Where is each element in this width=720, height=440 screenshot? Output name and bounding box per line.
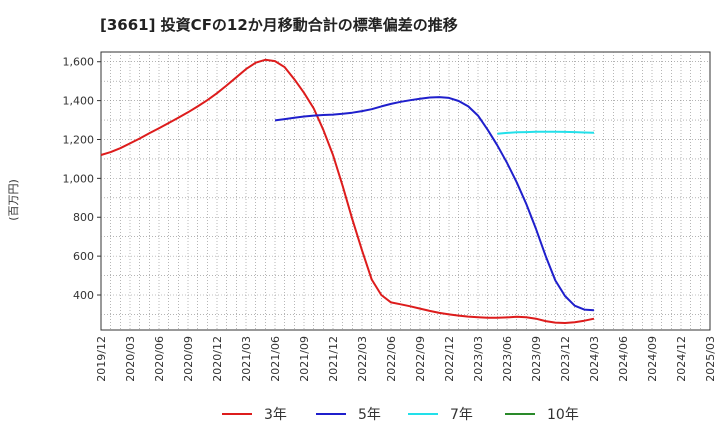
chart-title: [3661] 投資CFの12か月移動合計の標準偏差の推移	[100, 16, 458, 34]
x-tick-label: 2023/06	[501, 336, 514, 382]
x-tick-label: 2019/12	[95, 336, 108, 382]
legend-label: 3年	[264, 407, 287, 423]
y-tick-label: 1,000	[63, 172, 95, 185]
x-tick-label: 2021/03	[240, 336, 253, 382]
plot-frame	[100, 51, 711, 331]
y-tick-label: 1,400	[63, 95, 95, 108]
x-tick-label: 2023/12	[559, 336, 572, 382]
legend-label: 7年	[450, 407, 473, 423]
x-tick-label: 2023/03	[472, 336, 485, 382]
x-tick-label: 2021/12	[327, 336, 340, 382]
series-line-0	[100, 58, 595, 324]
legend-label: 10年	[547, 407, 579, 423]
series-line-1	[274, 96, 595, 312]
x-tick-label: 2024/09	[646, 336, 659, 382]
y-tick-label: 1,600	[63, 56, 95, 69]
x-tick-label: 2022/06	[385, 336, 398, 382]
x-tick-label: 2024/12	[675, 336, 688, 382]
y-tick-label: 400	[73, 289, 94, 302]
y-tick-label: 1,200	[63, 133, 95, 146]
legend-label: 5年	[358, 407, 381, 423]
y-tick-label: 600	[73, 250, 94, 263]
series-line-2	[497, 130, 595, 135]
x-tick-label: 2024/06	[617, 336, 630, 382]
x-tick-label: 2020/09	[182, 336, 195, 382]
x-tick-label: 2022/12	[443, 336, 456, 382]
x-tick-label: 2020/06	[153, 336, 166, 382]
x-tick-label: 2020/03	[124, 336, 137, 382]
x-tick-label: 2024/03	[588, 336, 601, 382]
y-tick-label: 800	[73, 211, 94, 224]
y-axis-label: (百万円)	[7, 179, 20, 221]
x-tick-label: 2022/03	[356, 336, 369, 382]
x-tick-label: 2023/09	[530, 336, 543, 382]
x-tick-label: 2020/12	[211, 336, 224, 382]
plot-area: 2019/12 2020/03 2020/06 2020/09 2020/12 2021/…	[63, 51, 717, 382]
x-tick-label: 2021/09	[298, 336, 311, 382]
legend: 3年 5年 7年 10年	[222, 407, 579, 423]
x-tick-label: 2025/03	[704, 336, 717, 382]
x-tick-label: 2021/06	[269, 336, 282, 382]
x-tick-label: 2022/09	[414, 336, 427, 382]
